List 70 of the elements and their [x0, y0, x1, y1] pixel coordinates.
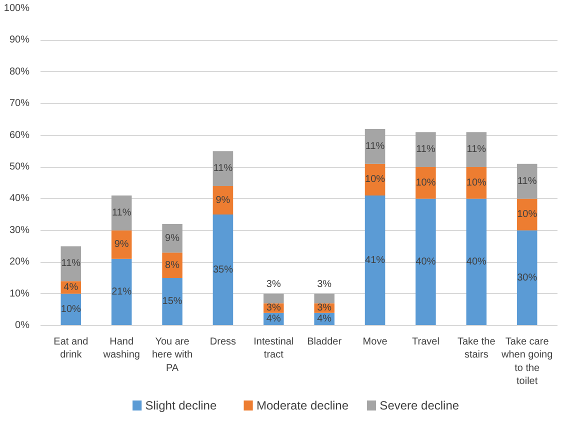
data-label: 11% — [517, 176, 537, 187]
bar — [416, 132, 436, 167]
x-tick-label: Dress — [210, 336, 236, 348]
bar — [212, 214, 234, 326]
bar — [212, 151, 234, 186]
data-label: 10% — [517, 209, 538, 220]
data-label: 21% — [112, 286, 132, 298]
data-label: 11% — [213, 163, 233, 174]
data-label: 3% — [317, 302, 332, 314]
data-label: 30% — [517, 272, 538, 284]
data-label: 9% — [114, 239, 129, 250]
legend-label: Severe decline — [380, 398, 460, 412]
bar — [162, 224, 182, 253]
data-label: 11% — [112, 207, 132, 218]
data-label: 9% — [165, 232, 180, 244]
y-tick-label: 30% — [9, 224, 30, 236]
bar — [516, 230, 538, 326]
y-tick-label: 20% — [9, 256, 30, 268]
data-label: 10% — [466, 177, 487, 188]
bar — [314, 294, 334, 304]
data-label: 41% — [365, 255, 386, 266]
data-label: 11% — [365, 140, 385, 152]
data-label: 10% — [416, 177, 436, 188]
x-tick-label: Take the stairs — [458, 336, 496, 361]
x-tick-label: Hand washing — [102, 336, 140, 361]
y-tick-label: 50% — [9, 162, 30, 172]
data-label: 40% — [416, 256, 436, 268]
bar — [466, 132, 487, 167]
data-label: 15% — [162, 296, 182, 308]
bar — [162, 252, 182, 278]
data-label: 4% — [64, 282, 78, 293]
data-label: 3% — [266, 278, 281, 290]
data-label: 40% — [466, 256, 487, 268]
y-tick-label: 90% — [9, 34, 30, 46]
bar — [162, 278, 182, 326]
y-tick-label: 0% — [15, 320, 30, 331]
bar — [364, 128, 386, 164]
y-tick-label: 10% — [9, 288, 30, 300]
y-tick-label: 60% — [9, 130, 30, 141]
y-tick-label: 80% — [9, 66, 30, 78]
data-label: 10% — [60, 304, 82, 316]
data-label: 11% — [61, 258, 81, 270]
legend-label: Moderate decline — [256, 398, 349, 412]
bar — [364, 196, 386, 326]
bar — [416, 198, 436, 326]
data-label: 10% — [365, 174, 386, 186]
x-tick-label: Eat and drink — [54, 336, 88, 361]
x-tick-label: Travel — [412, 336, 440, 348]
x-tick-label: Intestinal tract — [254, 336, 294, 361]
legend-label: Slight decline — [145, 398, 217, 412]
x-tick-label: Take care when going to the toilet — [500, 336, 553, 388]
bar — [111, 196, 132, 230]
data-label: 11% — [416, 144, 436, 156]
data-label: 35% — [212, 264, 234, 276]
y-tick-label: 40% — [9, 193, 30, 204]
x-tick-label: Move — [362, 336, 388, 348]
data-label: 3% — [266, 302, 281, 314]
y-tick-label: 70% — [9, 98, 30, 110]
data-label: 11% — [466, 144, 486, 156]
x-tick-label: You are here with PA — [152, 336, 193, 374]
data-label: 9% — [216, 194, 230, 206]
x-tick-label: Bladder — [307, 336, 342, 348]
bar — [264, 294, 284, 304]
data-label: 4% — [317, 314, 332, 325]
data-label: 3% — [317, 278, 332, 290]
y-tick-label: 100% — [4, 3, 30, 14]
bar — [466, 198, 487, 326]
data-label: 8% — [165, 260, 180, 271]
data-label: 4% — [266, 314, 281, 325]
bar — [111, 258, 132, 326]
